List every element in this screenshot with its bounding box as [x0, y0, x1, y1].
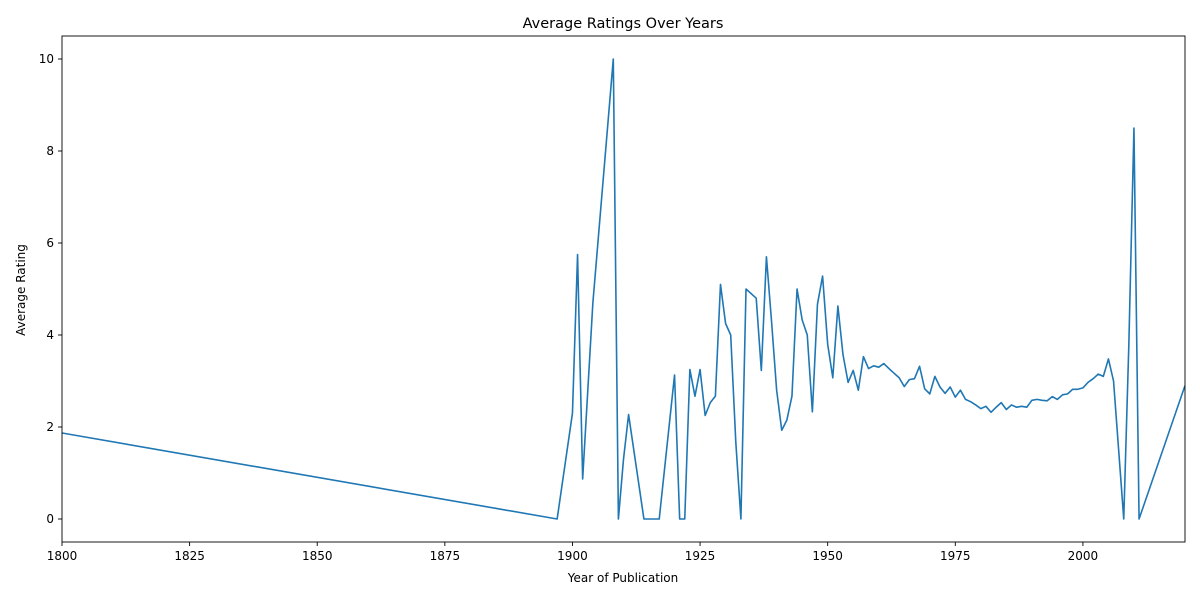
y-axis-label: Average Rating — [14, 244, 28, 336]
y-tick-label: 0 — [46, 512, 54, 526]
x-tick-label: 1800 — [47, 549, 78, 563]
chart-title: Average Ratings Over Years — [523, 16, 724, 32]
x-tick-label: 1950 — [812, 549, 843, 563]
y-tick-label: 2 — [46, 420, 54, 434]
y-tick-label: 6 — [46, 236, 54, 250]
series-line-0 — [62, 58, 1185, 520]
x-tick-label: 2000 — [1068, 549, 1099, 563]
y-tick-label: 10 — [39, 52, 54, 66]
x-tick-label: 1925 — [685, 549, 716, 563]
plot-frame — [61, 35, 1186, 543]
x-tick-label: 1850 — [302, 549, 333, 563]
x-axis-label: Year of Publication — [567, 571, 678, 585]
x-tick-label: 1875 — [430, 549, 461, 563]
x-tick-label: 1975 — [940, 549, 971, 563]
x-tick-label: 1825 — [174, 549, 205, 563]
axes: 1800 1825 1850 1875 1900 1925 1950 1975 2000 0 2 4 6… — [39, 35, 1186, 563]
plot-area — [62, 58, 1185, 520]
x-tick-label: 1900 — [557, 549, 588, 563]
y-tick-label: 4 — [46, 328, 54, 342]
y-tick-label: 8 — [46, 144, 54, 158]
